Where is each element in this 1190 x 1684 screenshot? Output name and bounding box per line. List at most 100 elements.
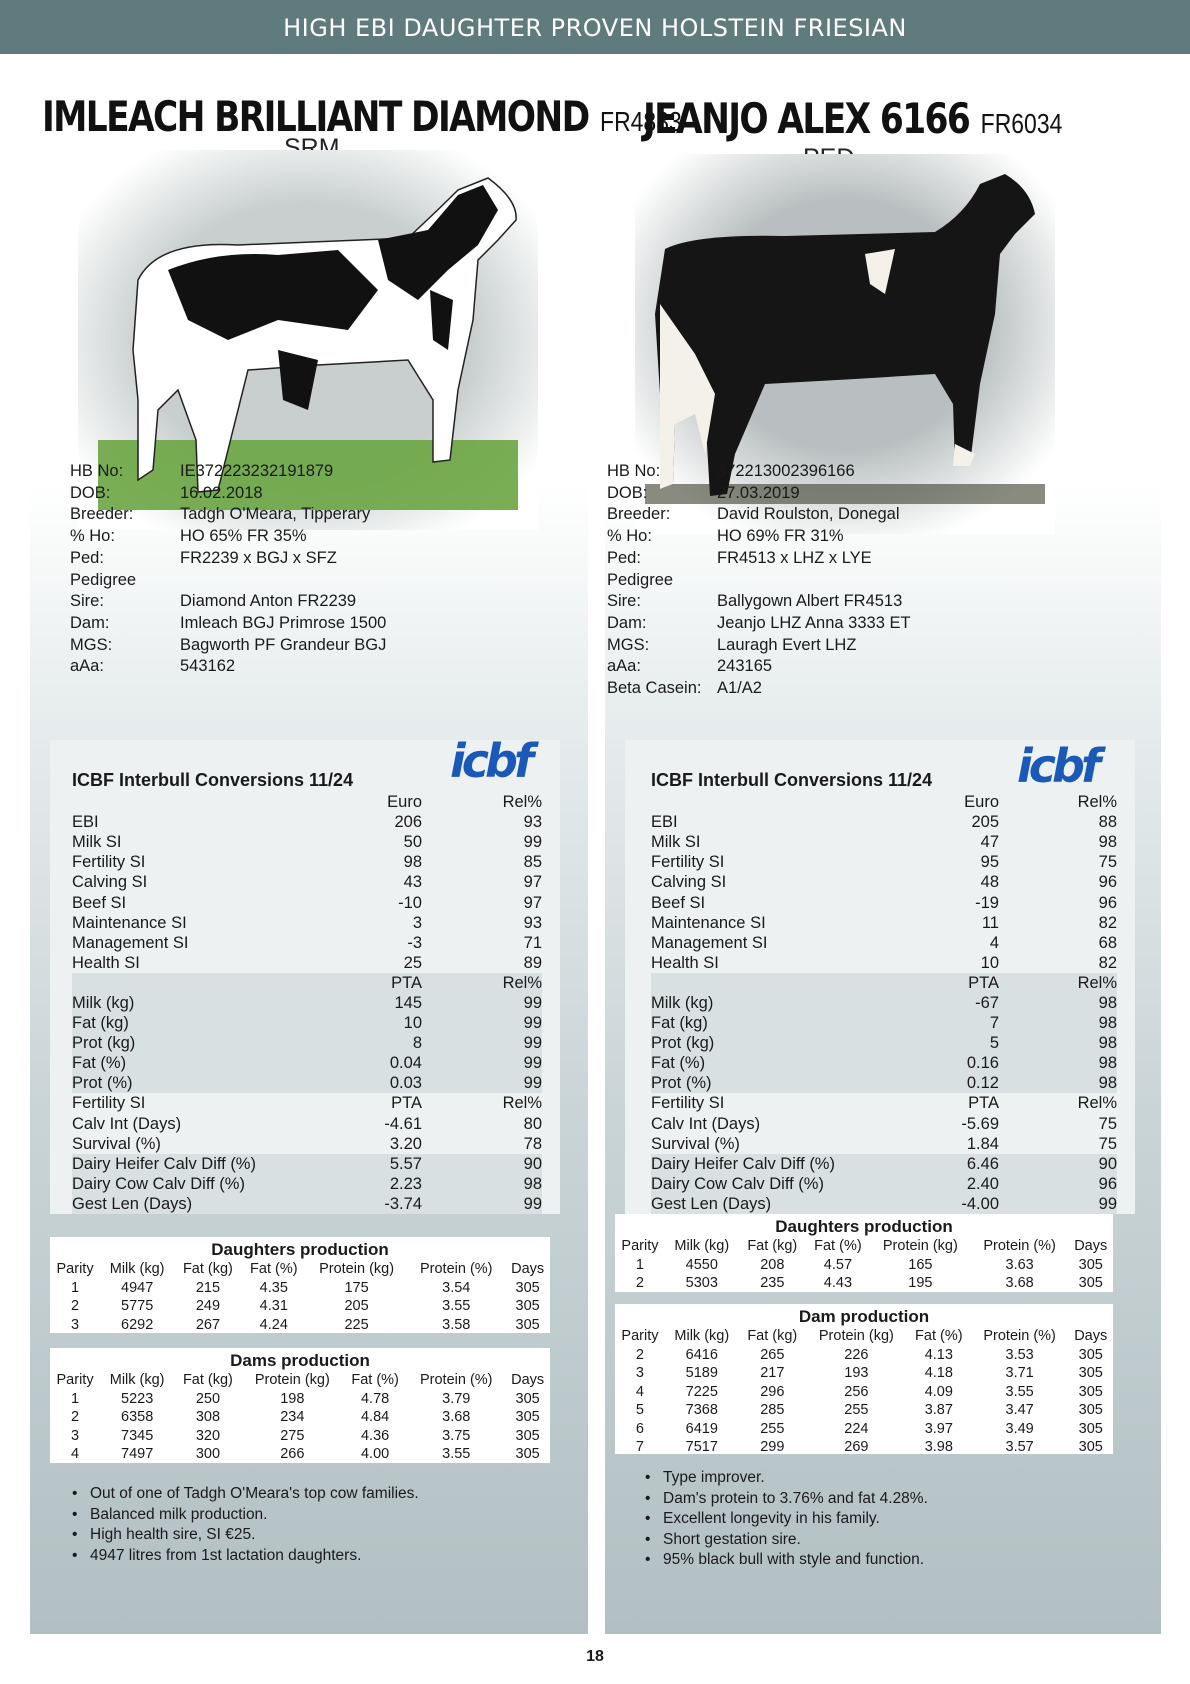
icbf-stats-table: Euro Rel% EBI 205 88 Milk SI 47 98 Fertility SI 9…: [651, 792, 1117, 1214]
icbf-title: ICBF Interbull Conversions 11/24: [72, 770, 353, 791]
table-row: 2 5775 249 4.31 205 3.55 305: [50, 1297, 550, 1316]
column-header: Days: [505, 1260, 550, 1279]
stat-label: Prot (%): [651, 1073, 911, 1093]
stat-label: Calving SI: [72, 872, 332, 892]
table-cell: 305: [1068, 1438, 1113, 1457]
table-cell: 4.78: [343, 1390, 407, 1409]
table-cell: 3.55: [971, 1383, 1069, 1402]
stat-row: Health SI 10 82: [651, 953, 1117, 973]
column-header: Protein (%): [971, 1237, 1069, 1256]
table-cell: 305: [1068, 1383, 1113, 1402]
table-cell: 7368: [665, 1401, 739, 1420]
info-row: Pedigree: [607, 570, 911, 592]
info-row: Dam: Imleach BGJ Primrose 1500: [70, 613, 386, 635]
stat-label: Fertility SI: [651, 852, 911, 872]
table-cell: 7: [615, 1438, 665, 1457]
stat-reliability: 97: [422, 872, 542, 892]
icbf-logo: icbf: [450, 734, 530, 788]
stat-label: Dairy Cow Calv Diff (%): [72, 1174, 332, 1194]
stat-reliability: 98: [422, 1174, 542, 1194]
stat-value: 48: [911, 872, 999, 892]
info-row: DOB: 27.03.2019: [607, 483, 911, 505]
stat-row: Fat (%) 0.16 98: [651, 1053, 1117, 1073]
info-row: Breeder: David Roulston, Donegal: [607, 504, 911, 526]
table-cell: 225: [306, 1316, 407, 1335]
column-header: Parity: [50, 1371, 100, 1390]
bull-highlights: Type improver.Dam's protein to 3.76% and…: [641, 1468, 928, 1571]
table-cell: 1: [615, 1256, 665, 1275]
list-item: Short gestation sire.: [641, 1530, 928, 1551]
table-cell: 4.00: [343, 1445, 407, 1464]
stat-value: 3: [332, 913, 422, 933]
stat-value: 50: [332, 832, 422, 852]
table-cell: 193: [806, 1364, 907, 1383]
stat-label: Prot (%): [72, 1073, 332, 1093]
list-item: Dam's protein to 3.76% and fat 4.28%.: [641, 1489, 928, 1510]
stat-reliability: Rel%: [999, 1093, 1117, 1113]
table-cell: 175: [306, 1279, 407, 1298]
stat-row: Euro Rel%: [651, 792, 1117, 812]
table-cell: 255: [739, 1420, 806, 1439]
column-header: Parity: [615, 1237, 665, 1256]
stat-value: -4.00: [911, 1194, 999, 1214]
table-cell: 267: [174, 1316, 242, 1335]
stat-row: EBI 206 93: [72, 812, 542, 832]
stat-label: Fat (kg): [651, 1013, 911, 1033]
list-item: Out of one of Tadgh O'Meara's top cow fa…: [68, 1484, 419, 1505]
icbf-stats-table: Euro Rel% EBI 206 93 Milk SI 50 99 Fertility SI 9…: [72, 792, 542, 1214]
stat-label: [651, 973, 911, 993]
stat-row: PTA Rel%: [72, 973, 542, 993]
stat-row: Fertility SI PTA Rel%: [651, 1093, 1117, 1113]
table-row: 2 5303 235 4.43 195 3.68 305: [615, 1274, 1113, 1293]
stat-row: Maintenance SI 3 93: [72, 913, 542, 933]
table-cell: 5775: [100, 1297, 174, 1316]
table-cell: 3.47: [971, 1401, 1069, 1420]
stat-reliability: 75: [999, 1114, 1117, 1134]
stat-label: [72, 973, 332, 993]
stat-value: 8: [332, 1033, 422, 1053]
table-cell: 7497: [100, 1445, 174, 1464]
stat-label: EBI: [72, 812, 332, 832]
table-cell: 165: [870, 1256, 971, 1275]
list-item: Type improver.: [641, 1468, 928, 1489]
stat-value: 95: [911, 852, 999, 872]
stat-reliability: 68: [999, 933, 1117, 953]
stat-label: Management SI: [72, 933, 332, 953]
stat-value: -3: [332, 933, 422, 953]
stat-reliability: 99: [422, 1194, 542, 1214]
table-cell: 235: [739, 1274, 806, 1293]
stat-reliability: 99: [422, 832, 542, 852]
stat-reliability: 75: [999, 1134, 1117, 1154]
table-cell: 305: [505, 1427, 550, 1446]
stat-value: -10: [332, 892, 422, 912]
info-row: aAa: 243165: [607, 656, 911, 678]
stat-label: Prot (kg): [72, 1033, 332, 1053]
stat-label: Maintenance SI: [651, 913, 911, 933]
table-cell: 299: [739, 1438, 806, 1457]
stat-label: Dairy Heifer Calv Diff (%): [72, 1154, 332, 1174]
stat-label: Health SI: [651, 953, 911, 973]
stat-row: Beef SI -19 96: [651, 892, 1117, 912]
stat-label: [72, 792, 332, 812]
table-cell: 4.24: [242, 1316, 306, 1335]
info-row: DOB: 16.02.2018: [70, 483, 386, 505]
stat-reliability: 93: [422, 913, 542, 933]
stat-reliability: 88: [999, 812, 1117, 832]
table-cell: 3.55: [407, 1445, 505, 1464]
stat-row: Prot (%) 0.12 98: [651, 1073, 1117, 1093]
stat-value: PTA: [332, 973, 422, 993]
column-header: Parity: [615, 1327, 665, 1346]
stat-label: Milk SI: [72, 832, 332, 852]
dam-production-title: Dam production: [615, 1307, 1113, 1327]
info-row: Dam: Jeanjo LHZ Anna 3333 ET: [607, 613, 911, 635]
stat-row: Maintenance SI 11 82: [651, 913, 1117, 933]
stat-reliability: 99: [422, 1073, 542, 1093]
info-row: MGS: Bagworth PF Grandeur BGJ: [70, 635, 386, 657]
bull-name: JEANJO ALEX 6166 FR6034: [643, 94, 1062, 143]
column-header: Milk (kg): [100, 1371, 174, 1390]
stat-label: Fat (%): [72, 1053, 332, 1073]
table-cell: 3.57: [971, 1438, 1069, 1457]
stat-row: Dairy Cow Calv Diff (%) 2.40 96: [651, 1174, 1117, 1194]
stat-value: 2.23: [332, 1174, 422, 1194]
stat-reliability: Rel%: [422, 973, 542, 993]
